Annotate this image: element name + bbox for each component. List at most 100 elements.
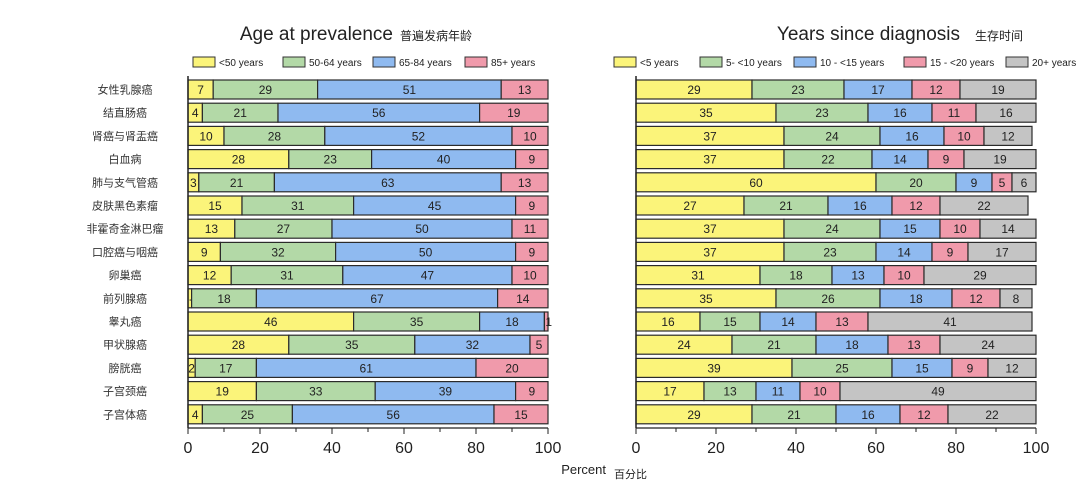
data-label: 16 xyxy=(661,315,675,329)
data-label: 23 xyxy=(815,106,829,120)
data-label: 23 xyxy=(791,83,805,97)
data-label: 39 xyxy=(707,361,721,375)
data-label: 13 xyxy=(835,315,849,329)
bar-row: 3 21 63 13 xyxy=(187,172,549,193)
legend-item: 10 - <15 years xyxy=(793,56,884,69)
data-label: 49 xyxy=(931,385,945,399)
legend-label: 85+ years xyxy=(491,58,535,69)
data-label: 19 xyxy=(216,385,230,399)
data-label: 9 xyxy=(528,199,535,213)
data-label: 47 xyxy=(421,269,435,283)
data-label: 9 xyxy=(528,153,535,167)
data-label: 14 xyxy=(897,245,911,259)
data-label: 35 xyxy=(410,315,424,329)
data-label: 4 xyxy=(192,408,199,422)
data-label: 40 xyxy=(437,153,451,167)
bar-row: 9 32 50 9 xyxy=(187,241,549,262)
bar-segment xyxy=(543,311,549,332)
data-label: 10 xyxy=(897,269,911,283)
data-label: 33 xyxy=(309,385,323,399)
bar-row: 35 26 18 12 8 xyxy=(635,288,1033,309)
bar-row: 35 23 16 11 16 xyxy=(635,102,1037,123)
bar-row: 15 31 45 9 xyxy=(187,195,549,216)
data-label: 13 xyxy=(518,83,532,97)
data-label: 10 xyxy=(957,129,971,143)
bar-segment xyxy=(529,334,549,355)
data-label: 21 xyxy=(779,199,793,213)
data-label: 23 xyxy=(823,245,837,259)
data-label: 13 xyxy=(907,338,921,352)
bar-row: 37 22 14 9 19 xyxy=(635,149,1037,170)
legend: <5 years 5- <10 years 10 - <15 years 15 - <… xyxy=(613,56,1076,69)
data-label: 12 xyxy=(929,83,943,97)
data-label: 17 xyxy=(663,385,677,399)
bar-row: 37 24 16 10 12 xyxy=(635,125,1033,147)
bar-row: 10 28 52 10 xyxy=(187,125,549,147)
x-tick-label: 100 xyxy=(535,440,562,457)
data-label: 22 xyxy=(985,408,999,422)
data-label: 20 xyxy=(505,361,519,375)
data-label: 56 xyxy=(387,408,401,422)
bar-row: 4 25 56 15 xyxy=(187,404,549,425)
x-tick-label: 20 xyxy=(707,440,725,457)
bar-segment xyxy=(967,241,1037,262)
data-label: 12 xyxy=(1001,129,1015,143)
bar-segment xyxy=(959,79,1037,100)
data-label: 32 xyxy=(466,338,480,352)
bar-row: 29 23 17 12 19 xyxy=(635,79,1037,100)
data-label: 6 xyxy=(1021,176,1028,190)
legend-swatch xyxy=(793,56,817,68)
data-label: 16 xyxy=(893,106,907,120)
legend-swatch xyxy=(903,56,927,68)
data-label: 8 xyxy=(1013,292,1020,306)
years-since-diagnosis-chart: Years since diagnosis 生存时间 <5 years 5- <1… xyxy=(613,24,1076,457)
data-label: 22 xyxy=(977,199,991,213)
data-label: 19 xyxy=(993,153,1007,167)
data-label: 50 xyxy=(415,222,429,236)
data-label: 37 xyxy=(703,245,717,259)
x-tick-label: 40 xyxy=(323,440,341,457)
x-axis: 0 20 40 60 80 100 xyxy=(632,76,1049,457)
age-at-prevalence-chart: Age at prevalence 普遍发病年龄 <50 years 50-64 … xyxy=(87,24,562,457)
legend-item: <5 years xyxy=(613,56,679,69)
legend-item: 85+ years xyxy=(464,56,535,69)
legend-label: 5- <10 years xyxy=(726,58,782,69)
data-label: 15 xyxy=(903,222,917,236)
category-label: 子宫颈癌 xyxy=(103,384,147,398)
bar-segment xyxy=(514,241,549,262)
legend-label: 50-64 years xyxy=(309,58,362,69)
data-label: 9 xyxy=(528,385,535,399)
category-label: 女性乳腺癌 xyxy=(98,83,153,97)
x-tick-label: 80 xyxy=(467,440,485,457)
data-label: 18 xyxy=(789,269,803,283)
category-label: 肾癌与肾盂癌 xyxy=(92,129,158,143)
data-label: 56 xyxy=(372,106,386,120)
data-label: 9 xyxy=(967,361,974,375)
data-label: 39 xyxy=(439,385,453,399)
bar-row: 27 21 16 12 22 xyxy=(635,195,1029,216)
chart-title-cn: 普遍发病年龄 xyxy=(400,28,472,43)
data-label: 9 xyxy=(943,153,950,167)
bar-row: 37 24 15 10 14 xyxy=(635,218,1037,239)
data-label: 21 xyxy=(230,176,244,190)
data-label: 29 xyxy=(259,83,273,97)
x-axis-label-cn: 百分比 xyxy=(614,468,647,481)
bar-row: -1186714 xyxy=(187,288,549,309)
data-label: 1 xyxy=(545,315,552,329)
x-tick-label: 60 xyxy=(395,440,413,457)
x-tick-label: 20 xyxy=(251,440,269,457)
bar-row: 28 35 32 5 xyxy=(187,334,549,355)
data-label: 24 xyxy=(825,222,839,236)
bar-segment xyxy=(511,265,549,286)
bar-row: 24 21 18 13 24 xyxy=(635,334,1037,355)
bar-row: 4 21 56 19 xyxy=(187,102,549,123)
data-label: 12 xyxy=(969,292,983,306)
data-label: 13 xyxy=(851,269,865,283)
bar-segment xyxy=(939,195,1029,216)
data-label: 10 xyxy=(199,129,213,143)
bar-segment xyxy=(479,102,549,123)
data-label: 14 xyxy=(516,292,530,306)
data-label: 9 xyxy=(971,176,978,190)
bar-row: 46 35 18 1 xyxy=(187,311,552,332)
